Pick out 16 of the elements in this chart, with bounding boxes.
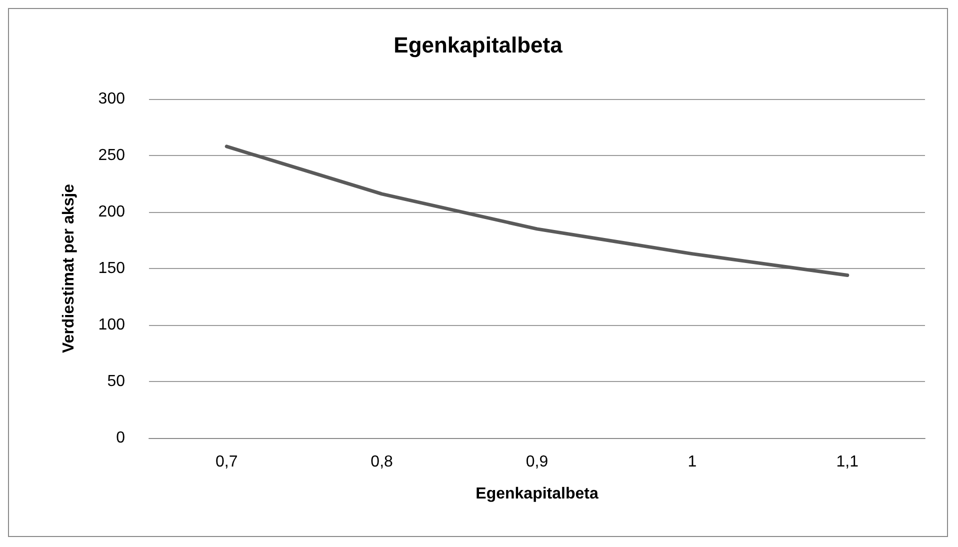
x-tick-label: 0,7 (215, 454, 238, 470)
y-tick-label: 100 (98, 316, 126, 334)
x-tick-label: 1 (688, 454, 697, 470)
y-tick-label: 150 (98, 260, 126, 277)
y-tick-label: 300 (98, 90, 126, 108)
y-tick-label: 200 (98, 204, 126, 220)
y-tick-label: 0 (116, 430, 126, 446)
x-axis-title: Egenkapitalbeta (476, 486, 598, 502)
chart-title: Egenkapitalbeta (394, 32, 564, 58)
x-tick-label: 1,1 (836, 454, 859, 470)
y-tick-label: 250 (98, 147, 126, 164)
x-tick-label: 0,9 (526, 454, 548, 470)
line-series (224, 144, 850, 278)
x-tick-label: 0,8 (370, 454, 394, 470)
y-tick-label: 50 (107, 373, 126, 390)
y-axis-title: Verdiestimat per aksje (60, 184, 78, 353)
